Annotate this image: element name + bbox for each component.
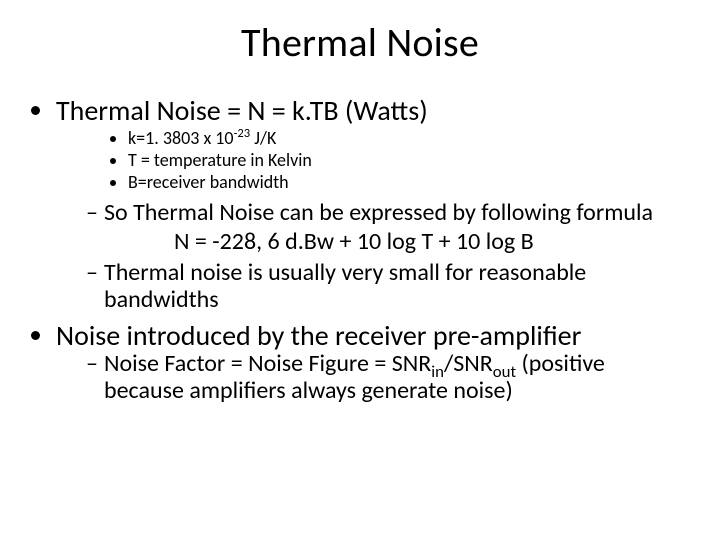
text-prefix: k=1. 3803 x 10 xyxy=(128,127,234,149)
slide-container: Thermal Noise Thermal Noise = N = k.TB (… xyxy=(0,0,720,540)
bullet-list-level1: Thermal Noise = N = k.TB (Watts) k=1. 38… xyxy=(30,95,690,405)
bullet-k-constant: k=1. 3803 x 10-23 J/K xyxy=(128,128,690,150)
dash-text: So Thermal Noise can be expressed by fol… xyxy=(104,198,653,227)
bullet-bandwidth: B=receiver bandwidth xyxy=(128,172,690,194)
text-suffix: J/K xyxy=(250,127,276,149)
bullet-temperature: T = temperature in Kelvin xyxy=(128,150,690,172)
bullet-noise-factor: Noise Factor = Noise Figure = SNRin/SNRo… xyxy=(86,351,690,405)
bullet-text: Noise introduced by the receiver pre-amp… xyxy=(56,318,581,353)
bullet-formula-intro: So Thermal Noise can be expressed by fol… xyxy=(86,200,690,256)
bullet-small-noise: Thermal noise is usually very small for … xyxy=(86,260,690,314)
formula-text: N = -228, 6 d.Bw + 10 log T + 10 log B xyxy=(104,229,690,256)
text-mid: /SNR xyxy=(444,349,493,378)
superscript: -23 xyxy=(234,126,251,141)
bullet-list-level2-dash: So Thermal Noise can be expressed by fol… xyxy=(56,200,690,314)
bullet-list-level2-dots: k=1. 3803 x 10-23 J/K T = temperature in… xyxy=(56,128,690,194)
slide-title: Thermal Noise xyxy=(30,18,690,67)
bullet-thermal-noise: Thermal Noise = N = k.TB (Watts) k=1. 38… xyxy=(56,95,690,314)
text-prefix: Noise Factor = Noise Figure = SNR xyxy=(104,349,431,378)
bullet-text: Thermal Noise = N = k.TB (Watts) xyxy=(56,93,428,128)
bullet-preamp-noise: Noise introduced by the receiver pre-amp… xyxy=(56,320,690,405)
bullet-list-level2-dash: Noise Factor = Noise Figure = SNRin/SNRo… xyxy=(56,351,690,405)
